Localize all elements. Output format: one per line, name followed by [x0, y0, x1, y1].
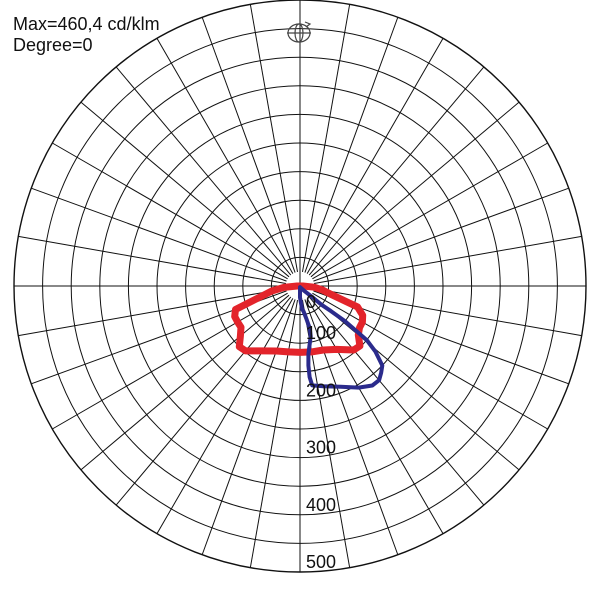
degree-label: Degree=0 [13, 35, 93, 55]
ring-label-400: 400 [306, 495, 336, 515]
grid-spoke-340 [201, 299, 296, 555]
rotate-view-icon[interactable] [287, 21, 312, 43]
ring-label-0: 0 [306, 292, 316, 312]
grid-spoke-170 [301, 4, 351, 273]
grid-spoke-320 [115, 296, 292, 506]
ring-label-100: 100 [306, 323, 336, 343]
grid-spoke-130 [310, 101, 520, 278]
grid-spoke-260 [18, 235, 287, 285]
grid-spoke-210 [156, 38, 294, 274]
ring-labels: 0 100 200 300 400 500 [306, 292, 336, 572]
grid-spokes [14, 0, 586, 572]
grid-spoke-120 [312, 142, 548, 280]
grid-spoke-20 [304, 299, 399, 555]
max-value-label: Max=460,4 cd/klm [13, 14, 160, 34]
grid-spoke-40 [308, 296, 485, 506]
grid-spoke-30 [306, 298, 444, 534]
grid-spoke-230 [80, 101, 290, 278]
grid-spoke-280 [18, 287, 287, 337]
grid-spoke-310 [80, 294, 290, 471]
grid-spoke-350 [249, 299, 299, 568]
ring-label-200: 200 [306, 380, 336, 400]
ring-label-500: 500 [306, 552, 336, 572]
grid-spoke-330 [156, 298, 294, 534]
grid-spoke-160 [304, 17, 399, 273]
grid-spoke-300 [52, 292, 288, 430]
grid-spoke-80 [313, 287, 582, 337]
series-layer [231, 282, 385, 390]
grid-spoke-220 [115, 66, 292, 276]
ring-label-300: 300 [306, 438, 336, 458]
grid-spoke-190 [249, 4, 299, 273]
series-curve-1 [231, 282, 367, 356]
series-curve-2 [298, 285, 385, 390]
grid-spoke-100 [313, 235, 582, 285]
grid-spoke-60 [312, 292, 548, 430]
grid-spoke-110 [313, 187, 569, 282]
grid-spoke-240 [52, 142, 288, 280]
grid-spoke-250 [31, 187, 287, 282]
grid-spoke-140 [308, 66, 485, 276]
grid-spoke-200 [201, 17, 296, 273]
grid-spoke-150 [306, 38, 444, 274]
